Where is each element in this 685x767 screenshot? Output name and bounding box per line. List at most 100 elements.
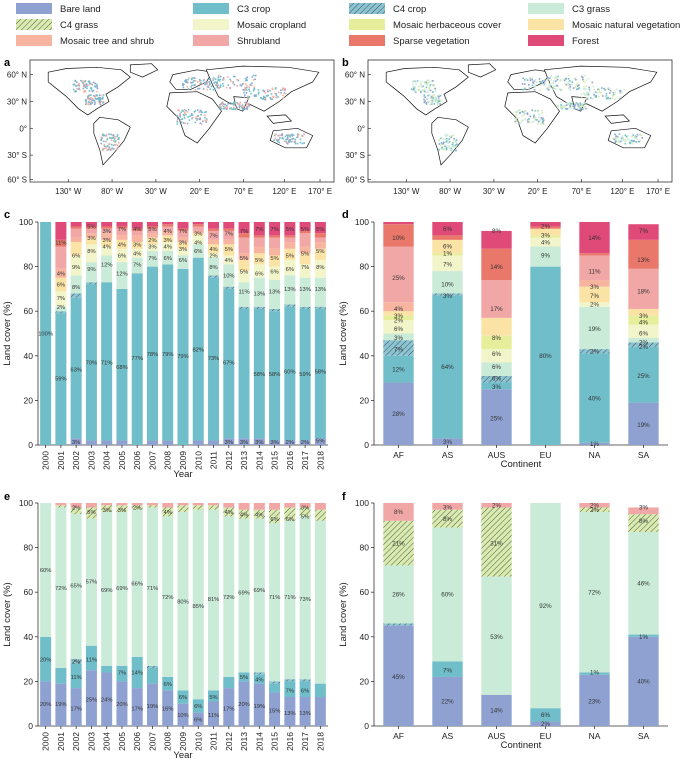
bar-segment-c3grass: [208, 257, 220, 276]
map-pixel: [229, 78, 231, 81]
bar-hatch: [579, 349, 610, 354]
map-lat-label: 30° S: [7, 151, 27, 160]
data-label: 3%: [102, 229, 110, 235]
map-pixel: [516, 111, 519, 113]
bar-segment-shrub: [238, 503, 250, 510]
map-pixel: [253, 88, 255, 91]
map-pixel: [190, 86, 193, 88]
data-label: 2%: [590, 502, 599, 509]
map-pixel: [230, 80, 232, 82]
map-pixel: [98, 100, 100, 103]
map-pixel: [534, 84, 537, 86]
data-label: 19%: [147, 704, 159, 710]
map-pixel: [214, 88, 216, 91]
bar-segment-c3grass: [530, 503, 561, 709]
data-label: 9%: [541, 253, 550, 260]
bar-segment-c3crop: [314, 308, 326, 439]
bar-segment-bare: [481, 389, 512, 445]
map-pixel: [445, 144, 448, 147]
map-pixel: [420, 84, 422, 87]
bar-segment-natveg: [628, 308, 659, 316]
map-pixel: [274, 92, 276, 95]
map-pixel: [202, 88, 205, 90]
map-pixel: [595, 96, 597, 98]
map-pixel: [200, 123, 203, 125]
bar-segment-c3crop: [192, 257, 204, 441]
bar-hatch: [70, 293, 82, 298]
data-label: 2%: [541, 224, 550, 231]
map-pixel: [253, 95, 256, 97]
bar-segment-c3grass: [208, 509, 220, 691]
map-pixel: [220, 102, 223, 104]
data-label: 7%: [286, 689, 294, 695]
data-label: 15%: [269, 709, 281, 715]
data-label: 73%: [208, 356, 220, 362]
data-label: 70%: [86, 361, 98, 367]
bar-hatch: [192, 505, 204, 510]
map-pixel: [246, 106, 249, 108]
data-label: 3%: [301, 506, 309, 512]
map-pixel: [251, 76, 254, 78]
map-pixel: [275, 94, 278, 97]
map-pixel: [438, 98, 441, 100]
bar-segment-bare: [238, 681, 250, 726]
map-pixel: [440, 143, 443, 146]
map-pixel: [90, 87, 92, 89]
bar-segment-cropmosaic: [530, 237, 561, 247]
map-pixel: [99, 101, 102, 103]
map-pixel: [95, 98, 98, 100]
data-label: 19%: [254, 704, 266, 710]
data-label: 5%: [240, 269, 248, 275]
map-pixel: [565, 107, 568, 110]
map-pixel: [553, 77, 556, 79]
bar-segment-c3grass: [481, 576, 512, 695]
legend-swatch: [16, 35, 52, 46]
map-pixel: [209, 77, 212, 80]
y-axis-label: Land cover (%): [2, 582, 13, 646]
map-pixel: [578, 107, 581, 109]
map-pixel: [85, 101, 87, 103]
data-label: 6%: [541, 712, 550, 719]
bar-segment-c3grass: [383, 565, 414, 624]
map-pixel: [635, 141, 638, 143]
map-pixel: [435, 97, 437, 100]
map-pixel: [534, 115, 536, 118]
bar-segment-treeshrub: [101, 233, 113, 240]
map-lat-label: 0°: [19, 124, 27, 133]
bar-segment-shrub: [85, 228, 97, 234]
map-pixel: [226, 76, 229, 78]
map-pixel: [84, 90, 87, 93]
bar-hatch: [85, 282, 97, 285]
bar-hatch: [432, 293, 463, 296]
map-pixel: [450, 147, 453, 150]
map-pixel: [72, 83, 75, 86]
map-pixel: [233, 106, 235, 109]
map-pixel: [203, 78, 205, 81]
x-tick-label: 2003: [86, 451, 96, 470]
map-pixel: [282, 97, 285, 99]
map-pixel: [176, 121, 179, 123]
map-pixel: [538, 80, 541, 83]
map-pixel: [454, 145, 457, 148]
data-label: 20%: [40, 657, 52, 663]
data-label: 58%: [254, 372, 266, 378]
map-pixel: [594, 95, 597, 98]
map-pixel: [520, 120, 523, 123]
map-pixel: [246, 86, 248, 89]
map-pixel: [446, 134, 449, 136]
data-label: 3%: [225, 440, 233, 446]
map-pixel: [526, 79, 529, 81]
bar-segment-shrub: [628, 268, 659, 309]
map-pixel: [229, 87, 231, 89]
legend-label: Mosaic herbaceous cover: [393, 20, 501, 31]
map-pixel: [222, 102, 225, 105]
map-pixel: [221, 105, 224, 107]
x-tick-label: 2009: [178, 451, 188, 470]
panel-label-a: a: [4, 57, 11, 69]
y-tick-label: 20: [24, 676, 34, 686]
map-pixel: [576, 104, 579, 107]
bar-segment-c3grass: [223, 264, 235, 287]
map-pixel: [85, 83, 87, 85]
data-label: 14%: [588, 235, 601, 242]
map-pixel: [184, 112, 186, 115]
